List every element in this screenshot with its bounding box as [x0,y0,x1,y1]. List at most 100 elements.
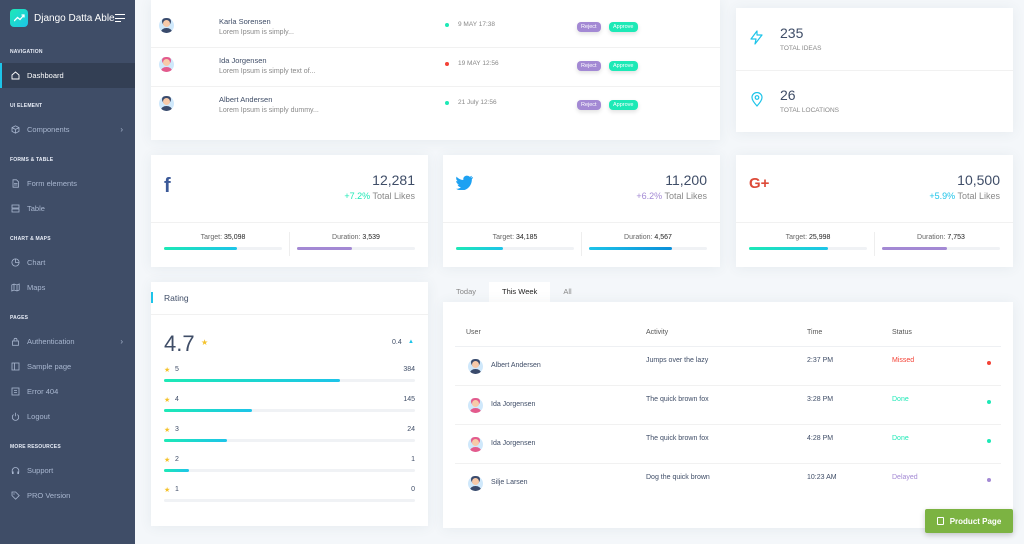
headphones-icon [11,466,20,475]
sidebar-item-components[interactable]: Components › [0,117,135,142]
total-locations-value: 26 [780,87,796,103]
rating-progress [164,469,415,472]
sidebar-item-authentication[interactable]: Authentication › [0,329,135,354]
recent-user-name: Ida Jorgensen [219,56,267,65]
file-text-icon [11,179,20,188]
row-divider [455,463,1001,464]
total-locations-label: TOTAL LOCATIONS [780,107,839,114]
duration-value: 7,753 [947,234,965,241]
nav-caption: PAGES [10,315,29,321]
star-icon: ★ [164,367,171,374]
social-likes-label: Total Likes [372,191,415,201]
sidebar-item-error-404[interactable]: Error 404 [0,379,135,404]
activity-status: Done [892,396,909,403]
map-pin-icon [751,91,763,109]
target-label: Target: [785,234,808,241]
recent-user-date: 21 July 12:56 [458,99,497,106]
social-divider [151,222,428,223]
sidebar-item-form-elements[interactable]: Form elements [0,171,135,196]
sidebar-item-label: PRO Version [27,491,71,500]
product-page-label: Product Page [949,516,1002,526]
social-divider [736,222,1013,223]
rating-title: Rating [164,293,189,303]
rating-count: 384 [403,366,415,373]
duration-value: 4,567 [654,234,672,241]
social-change: +5.9% [929,191,956,201]
duration-progress [589,247,707,250]
approve-button[interactable]: Approve [609,61,638,71]
duration-progress [882,247,1000,250]
sidebar-item-logout[interactable]: Logout [0,404,135,429]
sidebar-item-support[interactable]: Support [0,458,135,483]
rating-progress-fill [164,469,190,472]
file-icon [936,517,944,525]
tag-icon [11,491,20,500]
rating-star-number: 5 [175,366,179,373]
lock-icon [11,337,20,346]
activity-text: The quick brown fox [646,396,709,403]
avatar [468,437,483,452]
brand-logo-icon[interactable] [10,9,28,27]
target-progress [456,247,574,250]
avatar [159,96,174,111]
duration-label: Duration: [624,234,653,241]
sidebar-item-sample-page[interactable]: Sample page [0,354,135,379]
tab-this-week[interactable]: This Week [489,282,551,302]
col-time-header: Time [807,329,823,336]
reject-button[interactable]: Reject [577,22,601,32]
tab-all[interactable]: All [563,287,572,296]
activity-status: Done [892,435,909,442]
rating-star-number: 2 [175,456,179,463]
brand-name[interactable]: Django Datta Able [34,12,115,24]
sidebar-item-chart[interactable]: Chart [0,250,135,275]
social-likes-label: Total Likes [957,191,1000,201]
recent-user-text: Lorem Ipsum is simply text of... [219,68,316,75]
recent-user-text: Lorem Ipsum is simply dummy... [219,107,319,114]
target-value: 25,998 [808,234,831,241]
social-divider [443,222,720,223]
sidebar-item-dashboard[interactable]: Dashboard [0,63,135,88]
rating-progress [164,409,415,412]
social-change: +6.2% [636,191,663,201]
target-text: Target: 34,185 [456,234,574,241]
duration-progress [297,247,415,250]
reject-button[interactable]: Reject [577,100,601,110]
row-divider [455,424,1001,425]
row-divider [455,385,1001,386]
target-text: Target: 35,098 [164,234,282,241]
row-divider [151,47,720,48]
stats-divider [736,70,1013,71]
home-icon [11,71,20,80]
sidebar-item-maps[interactable]: Maps [0,275,135,300]
rating-progress [164,379,415,382]
zap-icon [750,30,763,47]
sidebar-item-label: Sample page [27,362,72,371]
chevron-right-icon: › [120,125,123,134]
rating-row: ★ 4 145 [164,396,415,416]
sidebar-item-label: Chart [27,258,46,267]
approve-button[interactable]: Approve [609,22,638,32]
box-icon [11,125,20,134]
target-label: Target: [492,234,515,241]
star-icon: ★ [164,457,171,464]
chevron-right-icon: › [120,337,123,346]
rating-star-number: 4 [175,396,179,403]
sidebar-item-pro-version[interactable]: PRO Version [0,483,135,508]
social-likes-value: 11,200 [665,172,707,188]
product-page-button[interactable]: Product Page [925,509,1013,533]
tab-today[interactable]: Today [456,287,477,296]
sidebar-item-table[interactable]: Table [0,196,135,221]
reject-button[interactable]: Reject [577,61,601,71]
sidebar-item-label: Error 404 [27,387,59,396]
map-icon [11,283,20,292]
duration-value: 3,539 [362,234,380,241]
menu-toggle-icon[interactable] [115,14,125,22]
row-divider [151,86,720,87]
social-likes-line: +6.2% Total Likes [636,191,707,201]
activity-text: Dog the quick brown [646,474,710,481]
approve-button[interactable]: Approve [609,100,638,110]
sidebar-item-label: Form elements [27,179,78,188]
rating-change: 0.4 [392,339,402,346]
rating-row: ★ 5 384 [164,366,415,386]
table-row: Albert Andersen Jumps over the lazy 2:37… [455,347,1001,385]
